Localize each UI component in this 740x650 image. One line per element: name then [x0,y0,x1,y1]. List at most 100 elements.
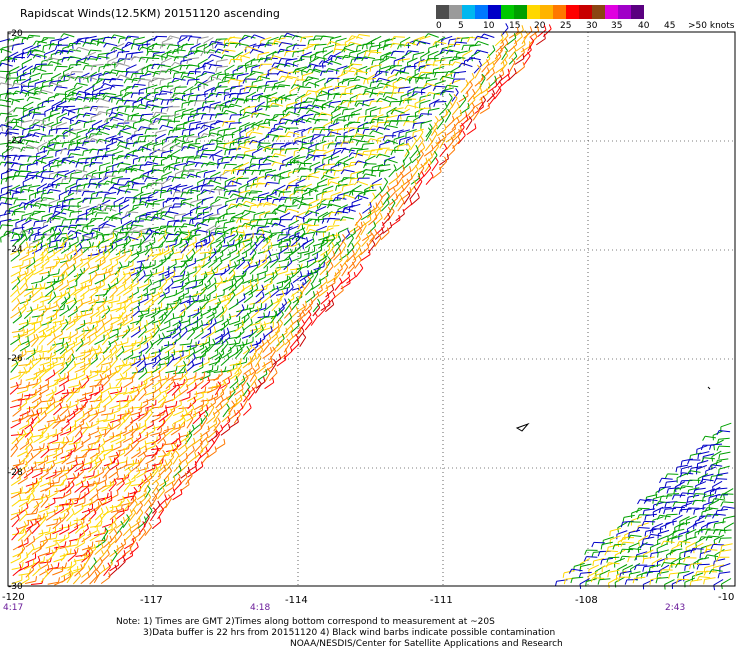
wind-barb-flag [103,42,107,48]
wind-barb-flag [312,236,315,242]
color-swatch [579,5,592,19]
wind-barb [153,51,165,54]
wind-barb-flag [269,102,274,108]
wind-barb-flag [375,77,380,83]
wind-barb [175,97,187,102]
wind-barb-flag [348,152,353,157]
wind-barb-flag [180,114,184,120]
wind-barb [253,224,265,227]
wind-barb [12,237,21,247]
wind-barb-flag [3,210,7,216]
wind-barb [139,43,151,46]
wind-barb [189,71,201,73]
wind-barb-flag [17,155,21,161]
wind-barb-flag [360,135,365,141]
wind-barb-flag [167,83,169,89]
wind-barb [288,131,300,136]
wind-barb-flag [87,127,92,133]
wind-barb [20,163,32,166]
wind-barb-flag [431,144,434,150]
wind-barb-flag [115,145,120,150]
wind-barb-flag [256,145,261,151]
wind-barb [239,145,251,150]
wind-barb [21,219,32,226]
wind-barb [22,106,34,113]
wind-barb-flag [284,206,287,212]
wind-barb-flag [109,137,114,143]
wind-barb-flag [193,155,197,161]
wind-barb-flag [63,133,65,140]
wind-barb-flag [462,130,466,136]
wind-barb-flag [363,190,366,196]
wind-barb-flag [75,218,78,224]
wind-barb [263,234,272,243]
wind-barb-flag [4,94,8,100]
wind-barb [330,203,341,208]
wind-barb-flag [161,286,163,293]
wind-barb-flag [293,187,296,193]
wind-barb-flag [318,90,323,96]
wind-barb [70,76,82,80]
wind-barb-flag [149,278,153,284]
wind-barb [174,213,186,216]
wind-barb-flag [196,38,199,44]
wind-barb [198,211,210,215]
wind-barb [181,197,193,202]
wind-barb [118,155,130,158]
wind-barb [37,141,48,148]
wind-barb-flag [124,211,128,217]
wind-barb-flag [382,45,385,51]
wind-barb [126,64,137,70]
wind-barb-flag [200,185,204,191]
wind-barb-flag [434,116,439,121]
wind-barb [230,78,242,82]
wind-barb [449,49,461,53]
wind-barb-flag [195,95,198,101]
wind-barb [23,310,33,320]
wind-barb [253,169,265,172]
wind-barb-flag [185,64,190,70]
wind-barb-flag [376,97,381,103]
wind-barb-flag [116,190,121,196]
wind-barb-flag [144,177,148,183]
wind-barb-flag [418,66,421,72]
wind-barb [451,121,460,131]
wind-barb [301,183,313,190]
wind-barb [372,86,384,90]
wind-barb-flag [139,114,143,120]
wind-barb [90,113,102,119]
wind-barb [90,49,102,52]
wind-barb-flag [278,118,283,124]
wind-barb-flag [98,67,100,73]
wind-barb [224,176,236,183]
wind-barb-flag [250,243,252,249]
wind-barb-flag [252,153,254,159]
wind-barb-flag [228,93,232,99]
wind-barb-flag [54,106,58,112]
wind-barb [155,111,167,115]
wind-barb [275,184,286,191]
wind-barb [55,159,67,164]
wind-barb-flag [196,213,199,219]
wind-barb [183,146,195,149]
wind-barb-flag [196,225,199,231]
wind-barb [413,114,424,122]
wind-barb-flag [269,128,273,134]
wind-barb [246,64,258,68]
wind-barb-flag [457,135,461,141]
wind-barb-flag [91,242,94,248]
wind-barb [8,131,19,135]
wind-barb [8,218,20,222]
wind-barb [60,238,69,247]
wind-barb-flag [325,262,329,268]
wind-barb [223,54,235,58]
wind-barb [170,64,181,70]
wind-barb [329,199,341,202]
wind-barb [254,34,265,40]
wind-barb [162,142,173,149]
wind-barb [51,82,63,87]
wind-barb [426,78,438,82]
wind-barb-flag [165,226,168,233]
wind-barb-flag [243,141,247,147]
wind-barb [351,198,363,204]
